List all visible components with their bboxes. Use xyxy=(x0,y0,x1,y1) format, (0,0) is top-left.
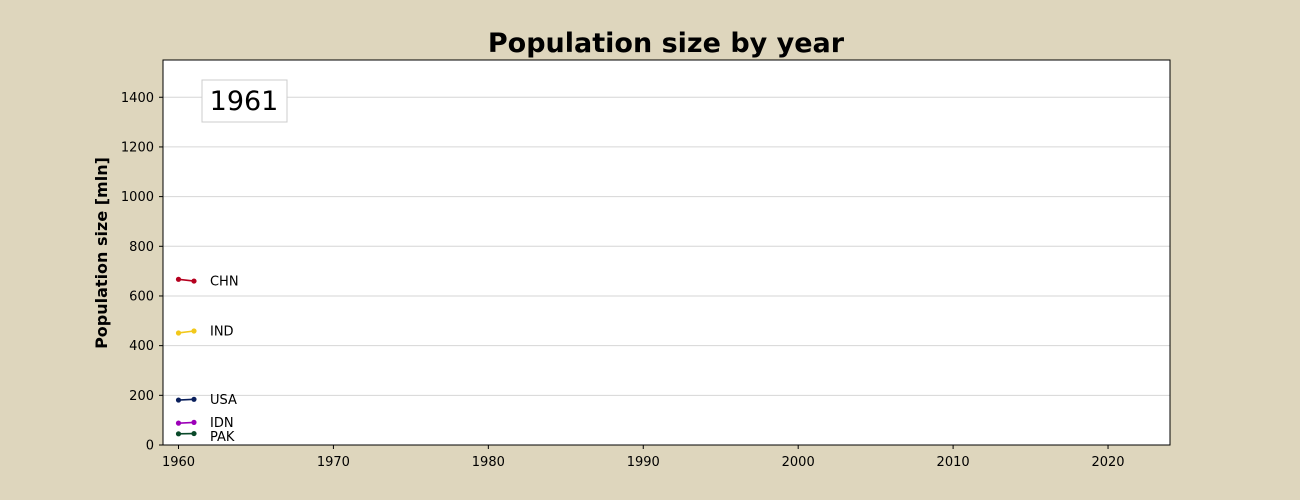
series-label: IND xyxy=(210,324,234,339)
data-point xyxy=(175,420,182,426)
x-tick-label: 2000 xyxy=(782,455,815,470)
data-point xyxy=(175,397,182,403)
y-tick-label: 400 xyxy=(129,339,154,354)
y-tick-label: 1200 xyxy=(121,140,154,155)
x-tick-label: 1970 xyxy=(317,455,350,470)
x-tick-label: 1960 xyxy=(162,455,195,470)
series-line xyxy=(178,330,195,334)
y-tick-label: 1000 xyxy=(121,190,154,205)
y-axis: 0 200 400 600 800 1000 1200 1400 xyxy=(121,91,163,454)
x-tick-label: 2010 xyxy=(937,455,970,470)
series-label: PAK xyxy=(210,430,235,445)
x-axis: 1960 1970 1980 1990 2000 2010 2020 xyxy=(162,445,1125,470)
data-point xyxy=(191,278,197,284)
data-point xyxy=(175,431,182,437)
y-tick-label: 600 xyxy=(129,289,154,304)
series-chn: CHN xyxy=(175,275,239,290)
series-pak: PAK xyxy=(175,430,235,445)
current-year: 1961 xyxy=(210,86,279,117)
data-point xyxy=(175,330,182,336)
x-tick-label: 1990 xyxy=(627,455,660,470)
x-tick-label: 2020 xyxy=(1091,455,1124,470)
x-tick-label: 1980 xyxy=(472,455,505,470)
y-tick-label: 0 xyxy=(146,439,154,454)
y-tick-label: 200 xyxy=(129,389,154,404)
y-axis-label: Population size [mln] xyxy=(92,157,111,349)
year-box: 1961 xyxy=(201,79,288,123)
series-idn: IDN xyxy=(175,416,234,431)
data-point xyxy=(191,396,197,402)
data-point xyxy=(191,419,197,425)
series-ind: IND xyxy=(175,324,234,339)
series-label: IDN xyxy=(210,416,234,431)
series-label: USA xyxy=(210,393,237,408)
plot-frame xyxy=(162,59,1171,446)
y-tick-label: 800 xyxy=(129,240,154,255)
chart-title: Population size by year xyxy=(488,28,845,59)
gridlines xyxy=(163,96,1170,396)
series-label: CHN xyxy=(210,275,239,290)
year-box-frame xyxy=(201,79,288,123)
y-tick-label: 1400 xyxy=(121,91,154,106)
data-point xyxy=(191,328,197,334)
data-point xyxy=(191,430,197,437)
series-usa: USA xyxy=(175,393,237,408)
plot-area xyxy=(163,60,1170,445)
data-point xyxy=(175,276,182,282)
